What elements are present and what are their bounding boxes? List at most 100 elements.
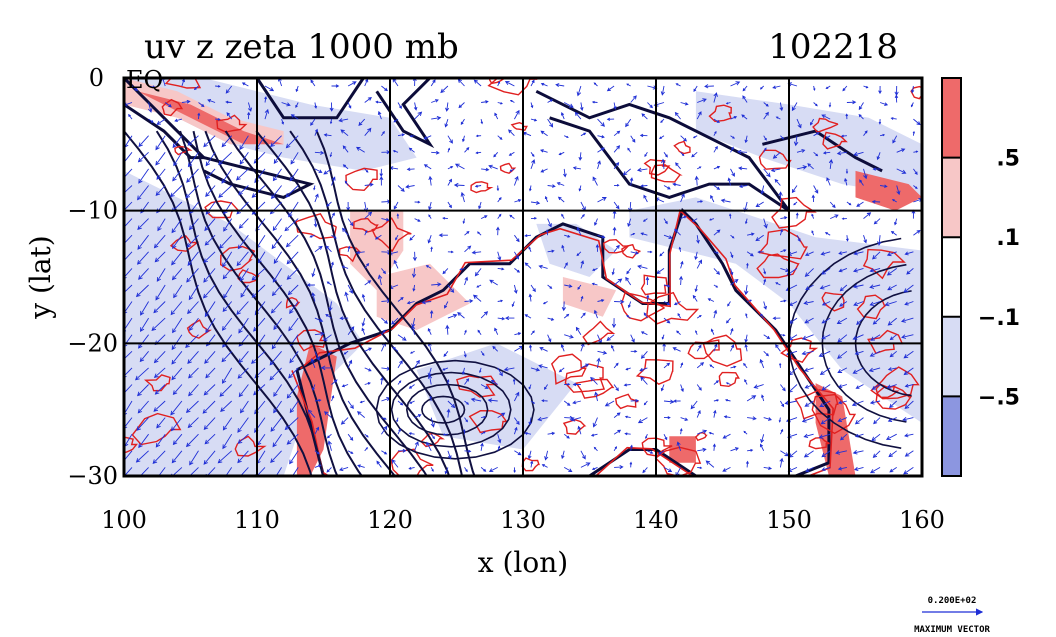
shade-region [137, 91, 284, 145]
x-tick-label: 140 [633, 506, 679, 534]
vorticity-contour [867, 329, 904, 355]
y-axis-label: y (lat) [24, 235, 57, 319]
y-tick-label: −10 [67, 197, 118, 225]
height-contour [289, 130, 464, 476]
vorticity-contour [550, 353, 587, 385]
vorticity-contour [673, 140, 691, 155]
vorticity-contour [487, 78, 538, 96]
vorticity-contour [582, 320, 616, 346]
x-axis-ticks: 100 110 120 130 140 150 160 [101, 506, 945, 534]
vorticity-contour [124, 436, 138, 454]
vorticity-contour [862, 248, 906, 280]
vorticity-contour [870, 366, 920, 400]
vorticity-contour [219, 245, 256, 272]
y-axis-ticks: 0 −10 −20 −30 [67, 64, 118, 490]
height-contour [224, 130, 428, 476]
height-contour [192, 130, 364, 476]
shade-region [629, 197, 922, 423]
colorbar-swatch [942, 78, 961, 158]
coastline [124, 78, 208, 160]
coastline [254, 78, 365, 120]
chart-date-stamp: 102218 [768, 27, 898, 67]
vorticity-contour [564, 363, 606, 393]
height-contour [405, 383, 489, 436]
vorticity-contour [822, 131, 848, 150]
shade-region [695, 91, 922, 198]
vorticity-contour [161, 98, 184, 117]
height-contour [390, 371, 512, 448]
colorbar-swatch [942, 396, 961, 476]
colorbar-label: −.5 [978, 385, 1020, 410]
vorticity-contour [635, 358, 674, 385]
vorticity-contour [654, 446, 702, 476]
vorticity-contour [234, 435, 267, 457]
vorticity-contour [510, 121, 528, 131]
height-contour [124, 130, 313, 476]
vorticity-contour [216, 114, 248, 133]
shade-region [124, 78, 284, 145]
coastline [375, 78, 435, 149]
vorticity-contour [758, 149, 792, 170]
vorticity-contour [687, 339, 720, 360]
vorticity-contour [756, 253, 800, 279]
colorbar-label: .1 [996, 226, 1020, 251]
vorticity-contour [614, 393, 639, 410]
colorbar-label: −.1 [978, 306, 1020, 331]
y-tick-label: −30 [67, 462, 118, 490]
chart-title: uv z zeta 1000 mb [144, 27, 459, 67]
x-tick-label: 150 [766, 506, 812, 534]
vector-key-value: 0.200E+02 [928, 596, 977, 606]
colorbar-swatch [942, 237, 961, 317]
vorticity-contour [875, 385, 913, 410]
vorticity-contour [808, 436, 830, 450]
grid-lines [124, 78, 922, 476]
vector-key: 0.200E+02 MAXIMUM VECTOR [914, 596, 990, 635]
x-axis-label: x (lon) [478, 546, 568, 579]
vorticity-contour [456, 375, 498, 398]
vorticity-contour [794, 389, 839, 420]
shade-region [536, 223, 617, 277]
vorticity-contour [468, 409, 508, 434]
vorticity-contour [371, 217, 412, 253]
vorticity-contour [186, 319, 212, 339]
vorticity-contour [143, 374, 171, 392]
colorbar: .5 .1 −.1 −.5 [941, 77, 1020, 477]
vorticity-contour [718, 371, 740, 388]
wind-vector-arrows [124, 78, 922, 476]
x-tick-label: 120 [367, 506, 413, 534]
plot-area [124, 78, 922, 476]
vorticity-contour [702, 334, 743, 367]
vorticity-contour [353, 217, 379, 233]
vorticity-contour [602, 238, 630, 254]
height-contour [204, 130, 397, 476]
height-contour [421, 395, 466, 424]
vorticity-contour [488, 78, 507, 85]
colorbar-swatch [942, 157, 961, 238]
colorbar-swatch [942, 316, 961, 397]
vorticity-contour [694, 431, 708, 442]
colorbar-label: .5 [996, 147, 1020, 172]
vorticity-contour [295, 212, 337, 240]
vorticity-contour [771, 196, 817, 229]
vorticity-contour [856, 294, 888, 320]
height-contour [375, 359, 535, 460]
equator-label: EQ [126, 66, 163, 94]
vorticity-contour [169, 235, 200, 252]
vorticity-contour [640, 274, 668, 296]
vorticity-contour [164, 78, 202, 89]
vorticity-contour [470, 181, 494, 194]
x-tick-label: 110 [234, 506, 280, 534]
vorticity-contour [643, 158, 671, 176]
x-tick-label: 130 [500, 506, 546, 534]
shade-region [562, 277, 617, 317]
y-tick-label: −20 [67, 329, 118, 357]
vorticity-contour [285, 296, 301, 309]
vorticity-contour [821, 291, 845, 312]
x-tick-label: 100 [101, 506, 147, 534]
vorticity-contour [131, 412, 182, 446]
height-contour [179, 130, 339, 476]
colorbar-frame [941, 77, 962, 477]
x-tick-label: 160 [899, 506, 945, 534]
geopotential-height-contours [124, 130, 912, 476]
